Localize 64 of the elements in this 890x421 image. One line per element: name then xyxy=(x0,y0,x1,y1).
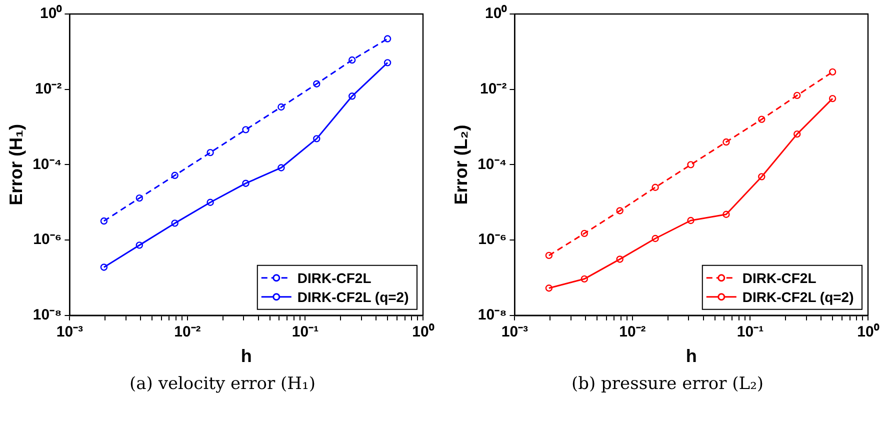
point xyxy=(136,242,143,249)
y-tick-label: 10⁰ xyxy=(485,4,508,22)
point xyxy=(384,35,392,42)
x-tick-label: 10⁻² xyxy=(174,324,201,341)
point xyxy=(652,184,659,191)
x-tick-label: 10⁻³ xyxy=(501,324,528,341)
legend-label: DIRK-CF2L xyxy=(297,270,372,286)
point xyxy=(652,234,659,242)
x-tick-label: 10⁰ xyxy=(857,322,880,341)
point xyxy=(100,217,108,225)
y-tick-label: 10⁻⁶ xyxy=(33,231,62,248)
x-tick-label: 10⁻³ xyxy=(56,324,84,341)
point xyxy=(278,103,285,111)
y-tick-label: 10⁻⁸ xyxy=(32,306,62,324)
point xyxy=(580,275,588,283)
point xyxy=(616,256,624,263)
point xyxy=(794,92,801,100)
x-tick-label: 10⁻¹ xyxy=(292,324,319,341)
y-tick-label: 10⁻⁶ xyxy=(478,231,507,248)
point xyxy=(828,68,836,76)
legend-label: DIRK-CF2L (q=2) xyxy=(742,288,854,305)
point xyxy=(580,230,588,238)
y-tick-label: 10⁰ xyxy=(40,4,63,22)
y-tick-label: 10⁻⁴ xyxy=(478,156,507,173)
point xyxy=(545,284,553,292)
point xyxy=(206,198,214,206)
point xyxy=(722,210,730,218)
x-tick-label: 10⁰ xyxy=(412,322,435,341)
legend-label: DIRK-CF2L xyxy=(742,270,817,286)
text: (a) velocity error (H₁) xyxy=(128,374,316,394)
point xyxy=(100,264,108,271)
point xyxy=(758,116,766,123)
point xyxy=(545,252,553,260)
point xyxy=(171,220,178,227)
y-tick-label: 10⁻⁸ xyxy=(478,306,507,324)
y-tick-label: 10⁻² xyxy=(35,80,62,98)
point xyxy=(242,180,250,187)
point xyxy=(794,130,801,138)
x-axis-title: h xyxy=(686,346,697,366)
point xyxy=(758,173,766,180)
point xyxy=(348,92,356,100)
y-tick-label: 10⁻² xyxy=(480,80,507,98)
point xyxy=(136,194,143,202)
point xyxy=(206,148,214,156)
x-tick-label: 10⁻² xyxy=(619,324,646,341)
point xyxy=(242,126,250,134)
x-axis-title: h xyxy=(240,346,252,366)
legend-label: DIRK-CF2L (q=2) xyxy=(297,288,409,305)
point xyxy=(687,161,694,168)
point xyxy=(313,80,320,88)
y-tick-label: 10⁻⁴ xyxy=(32,156,62,173)
point xyxy=(171,172,178,179)
point xyxy=(348,56,356,64)
point xyxy=(278,164,285,172)
text: (b) pressure error (L₂) xyxy=(570,374,765,394)
y-axis-title: Error (L₂) xyxy=(450,124,471,205)
point xyxy=(722,138,730,146)
point xyxy=(687,216,694,224)
point xyxy=(384,59,392,66)
point xyxy=(828,94,836,102)
x-tick-label: 10⁻¹ xyxy=(736,324,764,341)
point xyxy=(313,135,320,142)
point xyxy=(616,207,624,214)
y-axis-title: Error (H₁) xyxy=(6,124,26,206)
